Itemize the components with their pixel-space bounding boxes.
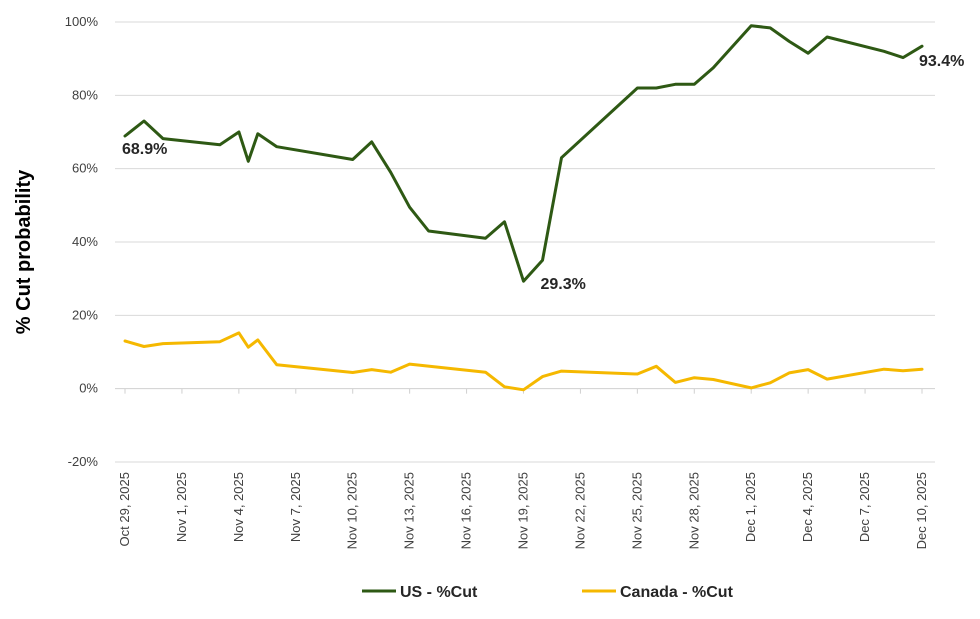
x-tick-label: Oct 29, 2025 [117,472,132,546]
gridlines [115,21,935,463]
y-tick-label: -20% [68,454,99,469]
x-tick-label: Nov 10, 2025 [345,472,360,549]
x-tick-label: Nov 7, 2025 [288,472,303,542]
x-tick-label: Dec 7, 2025 [857,472,872,542]
y-tick-label: 20% [72,307,98,322]
y-tick-label: 100% [65,14,99,29]
x-tick-label: Nov 16, 2025 [459,472,474,549]
x-tick-label: Nov 4, 2025 [231,472,246,542]
y-axis-title: % Cut probability [13,169,35,334]
x-tick-label: Nov 28, 2025 [686,472,701,549]
series-lines [123,24,924,392]
legend-label: US - %Cut [400,584,478,601]
series-line-canada [123,331,924,392]
x-tick-label: Nov 25, 2025 [629,472,644,549]
x-axis-ticks: Oct 29, 2025 Nov 1, 2025 Nov 4, 2025 Nov 7,… [117,472,929,549]
y-tick-label: 40% [72,234,98,249]
y-axis-ticks: -20% 0% 20% 40% 60% 80% 100% [65,14,99,469]
y-tick-label: 60% [72,161,98,176]
x-tick-label: Nov 22, 2025 [572,472,587,549]
y-tick-label: 80% [72,87,98,102]
data-label: 29.3% [541,276,586,293]
x-tick-label: Nov 1, 2025 [174,472,189,542]
data-label: 68.9% [122,141,167,158]
y-tick-label: 0% [79,381,98,396]
x-tick-label: Nov 13, 2025 [402,472,417,549]
data-annotations: 68.9% 29.3% 93.4% [122,53,964,293]
series-line-us [123,24,924,283]
data-label: 93.4% [919,53,964,70]
x-tick-label: Nov 19, 2025 [516,472,531,549]
x-tick-label: Dec 4, 2025 [800,472,815,542]
x-tick-label: Dec 10, 2025 [914,472,929,549]
legend-label: Canada - %Cut [620,584,734,601]
legend: US - %Cut Canada - %Cut [362,584,734,601]
x-tick-label: Dec 1, 2025 [743,472,758,542]
